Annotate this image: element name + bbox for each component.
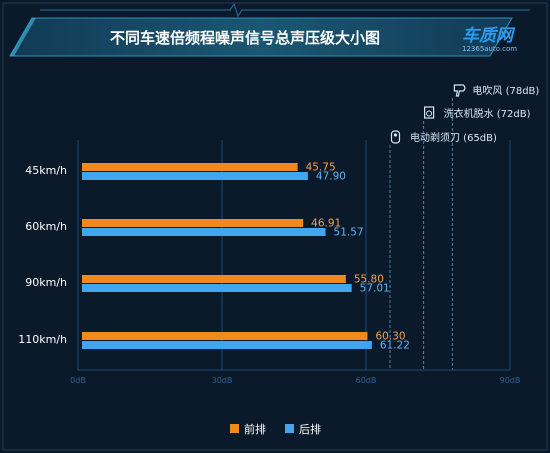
legend-swatch	[285, 424, 294, 433]
reference-label: 电动剃须刀 (65dB)	[410, 131, 497, 144]
bar	[82, 163, 298, 171]
axis-layer: 0dB 30dB 60dB 90dB	[70, 369, 521, 385]
reference-label: 洗衣机脱水 (72dB)	[444, 107, 531, 120]
data-label: 46.91	[311, 218, 341, 230]
data-label: 61.22	[380, 340, 410, 352]
bar	[82, 219, 304, 227]
legend: 前排 后排	[230, 422, 321, 436]
data-label: 57.01	[360, 283, 390, 295]
category-label: 90km/h	[25, 276, 67, 289]
data-label: 47.90	[316, 171, 346, 183]
data-label: 51.57	[334, 227, 364, 239]
data-label: 55.80	[354, 274, 384, 286]
legend-label: 前排	[244, 422, 266, 436]
data-label: 60.30	[375, 331, 405, 343]
bar	[82, 275, 346, 283]
reference-lines: 电吹风 (78dB) 洗衣机脱水 (72dB) 电动剃须刀 (65dB)	[389, 84, 539, 370]
x-tick-label: 90dB	[500, 376, 521, 385]
header-deco-line	[40, 2, 530, 18]
category-label: 45km/h	[25, 164, 67, 177]
bar	[82, 341, 372, 349]
bar	[82, 228, 326, 236]
reference-label: 电吹风 (78dB)	[472, 84, 539, 97]
logo-sub-text: 12365auto.com	[462, 45, 517, 53]
legend-swatch	[230, 424, 239, 433]
bar	[82, 172, 308, 180]
shaver-icon	[390, 130, 401, 144]
bar	[82, 332, 368, 340]
logo-main-text: 车质网	[462, 26, 516, 46]
chart-title: 不同车速倍频程噪声信号总声压级大小图	[110, 29, 380, 47]
category-label: 60km/h	[25, 220, 67, 233]
bar	[82, 284, 352, 292]
x-tick-label: 30dB	[212, 376, 233, 385]
data-label: 45.75	[306, 162, 336, 174]
legend-label: 后排	[299, 422, 321, 436]
hair-dryer-icon	[453, 84, 466, 97]
x-tick-label: 0dB	[70, 376, 86, 385]
title-banner: 不同车速倍频程噪声信号总声压级大小图	[9, 17, 513, 57]
category-label: 110km/h	[18, 333, 67, 346]
x-tick-label: 60dB	[356, 376, 377, 385]
washing-machine-icon	[424, 106, 435, 119]
brand-logo: 车质网 12365auto.com	[462, 26, 517, 53]
